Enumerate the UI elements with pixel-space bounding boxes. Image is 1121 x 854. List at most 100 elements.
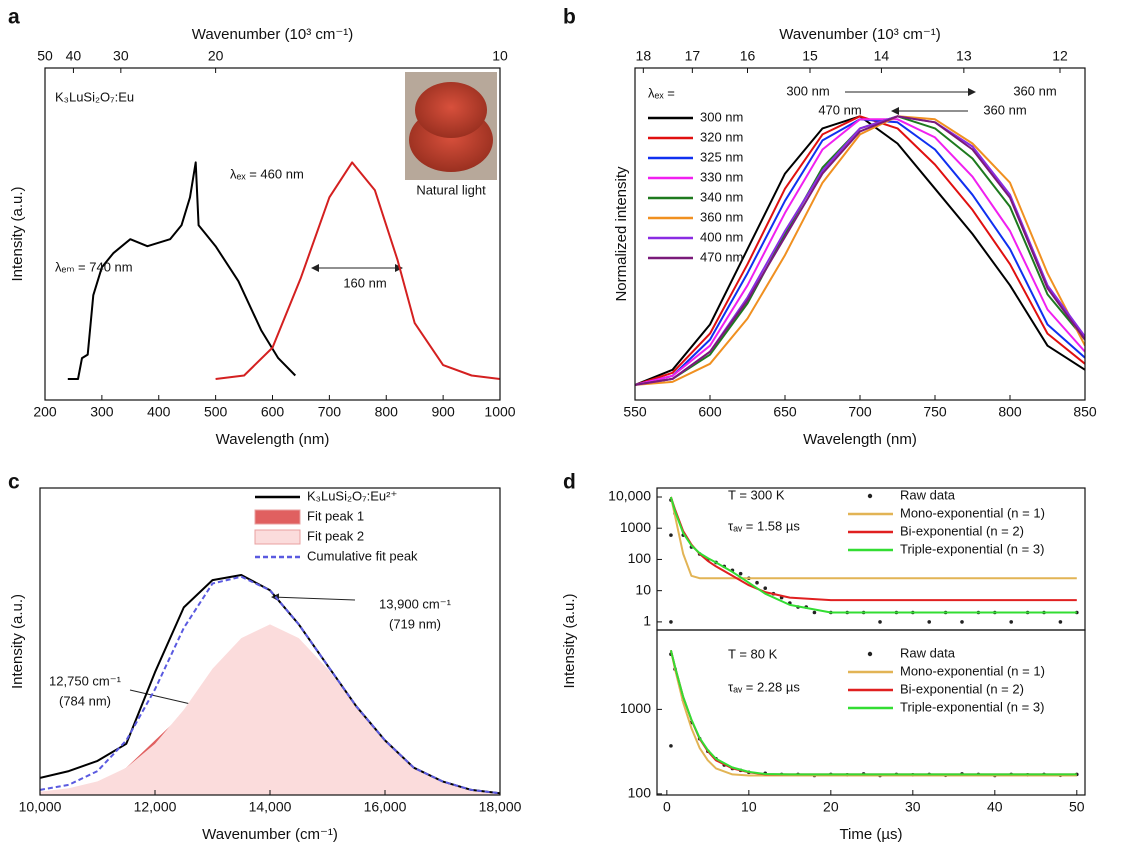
x-axis-label: Wavelength (nm) — [216, 431, 330, 448]
y-tick-label: 10,000 — [608, 488, 651, 504]
x2-axis-label: Wavenumber (10³ cm⁻¹) — [192, 26, 354, 43]
data-point — [927, 620, 932, 624]
plot: 1 10 100 1000 10,000 Intensity (a.u.) d T = 300… — [561, 471, 1086, 689]
plot-area — [669, 496, 1079, 624]
legend-label: Fit peak 1 — [307, 508, 364, 523]
data-point — [960, 620, 964, 624]
y-tick-label: 1000 — [620, 700, 651, 716]
legend-marker — [254, 509, 301, 525]
x-tick-label: 500 — [204, 404, 228, 420]
panel-label: d — [563, 471, 576, 494]
annotation: λₑₘ = 740 nm — [55, 259, 133, 274]
legend-marker — [254, 529, 301, 545]
peak-arrow — [271, 593, 356, 602]
data-point — [669, 744, 673, 748]
legend-label: Raw data — [900, 487, 956, 502]
x-tick-label: 300 — [90, 404, 114, 420]
plot: 0 10 20 30 40 50 100 1000 Time (µs) T = 80 K τₐᵥ =… — [620, 629, 1086, 843]
x2-tick-label: 14 — [874, 48, 890, 64]
x2-tick-label: 50 — [37, 48, 53, 64]
x-tick-label: 30 — [905, 799, 921, 815]
x2-tick-label: 10 — [492, 48, 508, 64]
data-point — [669, 620, 673, 624]
line — [635, 115, 1085, 386]
data-point — [1058, 620, 1063, 624]
area — [40, 624, 500, 795]
x-tick-label: 400 — [147, 404, 171, 420]
x2-axis-label: Wavenumber (10³ cm⁻¹) — [779, 26, 941, 43]
data-point — [738, 571, 743, 576]
panel-label: b — [563, 6, 576, 29]
annotation: 12,750 cm⁻¹ — [49, 673, 122, 688]
legend-label: 320 nm — [700, 129, 743, 144]
x-tick-label: 40 — [987, 799, 1003, 815]
annotation: 13,900 cm⁻¹ — [379, 596, 452, 611]
x2-tick-label: 18 — [636, 48, 652, 64]
line — [669, 650, 1077, 777]
x-tick-label: 14,000 — [249, 799, 292, 815]
annotation: (784 nm) — [59, 693, 111, 708]
data-point — [1009, 620, 1014, 624]
legend-label: Bi-exponential (n = 2) — [900, 681, 1024, 696]
y-tick-label: 100 — [628, 785, 652, 801]
y-axis-label: Intensity (a.u.) — [561, 593, 578, 688]
x2-tick-label: 16 — [740, 48, 756, 64]
line — [67, 161, 297, 380]
x-tick-label: 10,000 — [19, 799, 62, 815]
annotation: 360 nm — [1013, 83, 1056, 98]
line — [669, 496, 1077, 614]
legend-marker — [867, 493, 873, 499]
plot-area — [67, 161, 500, 380]
line — [669, 650, 1077, 776]
x-tick-label: 12,000 — [134, 799, 177, 815]
line — [635, 118, 1085, 386]
annotation: 160 nm — [343, 275, 386, 290]
y-tick-label: 1 — [643, 613, 651, 629]
x2-tick-label: 13 — [956, 48, 972, 64]
x-tick-label: 16,000 — [364, 799, 407, 815]
x2-tick-label: 30 — [113, 48, 129, 64]
x-tick-label: 10 — [741, 799, 757, 815]
panel-label: a — [8, 6, 20, 29]
line — [40, 575, 500, 795]
legend-label: Raw data — [900, 645, 956, 660]
plot-area — [669, 650, 1079, 778]
x-tick-label: 700 — [848, 404, 872, 420]
x2-tick-label: 15 — [802, 48, 818, 64]
annotation: 360 nm — [983, 102, 1026, 117]
x-axis-label: Wavelength (nm) — [803, 431, 917, 448]
x-tick-label: 50 — [1069, 799, 1085, 815]
x-tick-label: 18,000 — [479, 799, 522, 815]
annotation: λₑₓ = 460 nm — [230, 166, 304, 181]
x-tick-label: 600 — [698, 404, 722, 420]
legend-label: 470 nm — [700, 249, 743, 264]
y-axis-label: Normalized intensity — [613, 166, 630, 302]
y-tick-label: 10 — [635, 581, 651, 597]
annotation: τₐᵥ = 2.28 µs — [728, 679, 800, 694]
plot-frame — [656, 629, 1086, 796]
legend-label: Fit peak 2 — [307, 528, 364, 543]
legend-label: Mono-exponential (n = 1) — [900, 505, 1045, 520]
x-tick-label: 700 — [318, 404, 342, 420]
plot: 550 600 650 700 750 800 850 18 17 16 15 14 13 12 Wavel… — [563, 6, 1097, 448]
x-tick-label: 800 — [375, 404, 399, 420]
data-point — [763, 586, 768, 590]
legend-label: Triple-exponential (n = 3) — [900, 699, 1044, 714]
annotation: T = 300 K — [728, 487, 785, 502]
legend-label: 360 nm — [700, 209, 743, 224]
x-tick-label: 550 — [623, 404, 647, 420]
x-axis-label: Time (µs) — [839, 826, 902, 843]
data-point — [755, 580, 759, 585]
line — [635, 115, 1085, 386]
data-point — [812, 610, 817, 615]
plot-area — [40, 574, 500, 795]
plot: 10,000 12,000 14,000 16,000 18,000 Wavenumber… — [8, 471, 522, 843]
x2-tick-label: 17 — [685, 48, 701, 64]
photo-sample — [415, 82, 487, 138]
line — [635, 115, 1085, 386]
plot: 200 300 400 500 600 700 800 900 1000 50 40 30 20 10 Wa… — [8, 6, 516, 448]
x-tick-label: 1000 — [484, 404, 515, 420]
x-tick-label: 600 — [261, 404, 285, 420]
x-tick-label: 850 — [1073, 404, 1097, 420]
